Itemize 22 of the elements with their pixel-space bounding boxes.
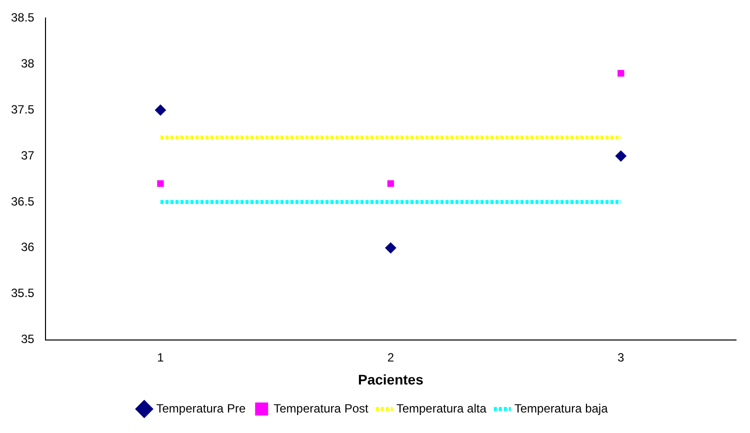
point bbox=[157, 180, 164, 187]
y-tick-label: 38 bbox=[20, 56, 35, 70]
legend-label: Temperatura baja bbox=[514, 401, 608, 416]
y-tick-label: 35 bbox=[20, 332, 35, 346]
y-tick-label: 35.5 bbox=[10, 286, 35, 300]
point bbox=[615, 150, 626, 162]
x-axis-title: Pacientes bbox=[358, 371, 424, 388]
y-tick-label: 37.5 bbox=[10, 102, 35, 116]
y-tick-label: 36 bbox=[20, 240, 35, 254]
legend-label: Temperatura alta bbox=[396, 401, 487, 416]
point bbox=[154, 104, 166, 116]
x-tick-label: 1 bbox=[157, 350, 164, 364]
point bbox=[385, 242, 396, 254]
point bbox=[618, 70, 624, 77]
y-tick-label: 38.5 bbox=[10, 10, 35, 25]
x-tick-label: 3 bbox=[618, 350, 625, 364]
legend-label: Temperatura Pre bbox=[156, 401, 246, 416]
y-tick-label: 36.5 bbox=[10, 194, 35, 208]
y-tick-label: 37 bbox=[20, 148, 35, 162]
point bbox=[387, 180, 394, 187]
x-tick-label: 2 bbox=[387, 350, 394, 364]
legend-label: Temperatura Post bbox=[274, 401, 369, 416]
